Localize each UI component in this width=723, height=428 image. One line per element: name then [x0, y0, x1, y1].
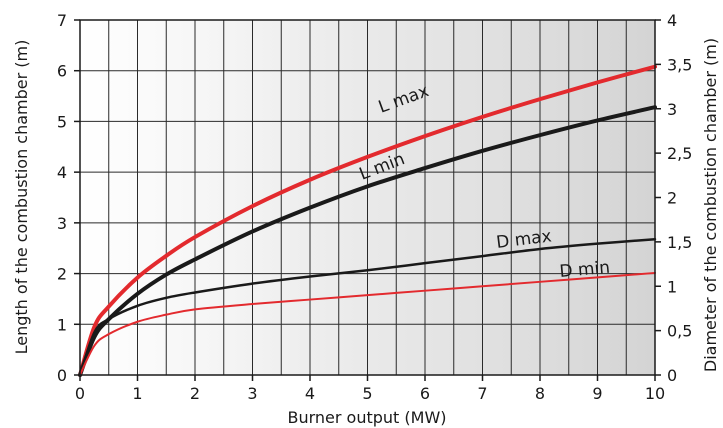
y-left-tick-label: 0 [57, 366, 67, 385]
y-right-tick-label: 2,5 [667, 144, 692, 163]
series-line-l-max [78, 64, 657, 377]
x-tick-label: 4 [305, 384, 315, 403]
x-tick-label: 9 [592, 384, 602, 403]
y-left-tick-label: 2 [57, 265, 67, 284]
left-axis-title: Length of the combustion chamber (m) [12, 40, 31, 355]
x-tick-label: 6 [420, 384, 430, 403]
y-right-tick-label: 0,5 [667, 322, 692, 341]
x-tick-label: 8 [535, 384, 545, 403]
y-right-tick-label: 1 [667, 277, 677, 296]
y-left-tick-label: 3 [57, 214, 67, 233]
x-tick-label: 5 [362, 384, 372, 403]
series-label-d-min: D min [559, 258, 611, 282]
series-line-d-min [79, 271, 656, 376]
right-axis-title: Diameter of the combustion chamber (m) [701, 38, 720, 372]
y-right-tick-label: 4 [667, 11, 677, 30]
series-line-d-max [78, 237, 657, 377]
x-tick-label: 2 [190, 384, 200, 403]
x-axis-title: Burner output (MW) [287, 408, 446, 427]
y-left-tick-label: 4 [57, 163, 67, 182]
x-tick-label: 3 [247, 384, 257, 403]
x-tick-label: 0 [75, 384, 85, 403]
y-left-tick-label: 6 [57, 62, 67, 81]
y-right-tick-label: 3 [667, 100, 677, 119]
y-left-tick-label: 1 [57, 315, 67, 334]
y-left-tick-label: 5 [57, 112, 67, 131]
series-lines [78, 64, 657, 377]
y-right-tick-label: 2 [667, 189, 677, 208]
x-tick-label: 1 [132, 384, 142, 403]
y-right-tick-label: 3,5 [667, 55, 692, 74]
y-right-tick-label: 1,5 [667, 233, 692, 252]
y-left-tick-label: 7 [57, 11, 67, 30]
grid [80, 20, 655, 375]
x-tick-label: 10 [645, 384, 665, 403]
x-tick-label: 7 [477, 384, 487, 403]
y-right-tick-label: 0 [667, 366, 677, 385]
